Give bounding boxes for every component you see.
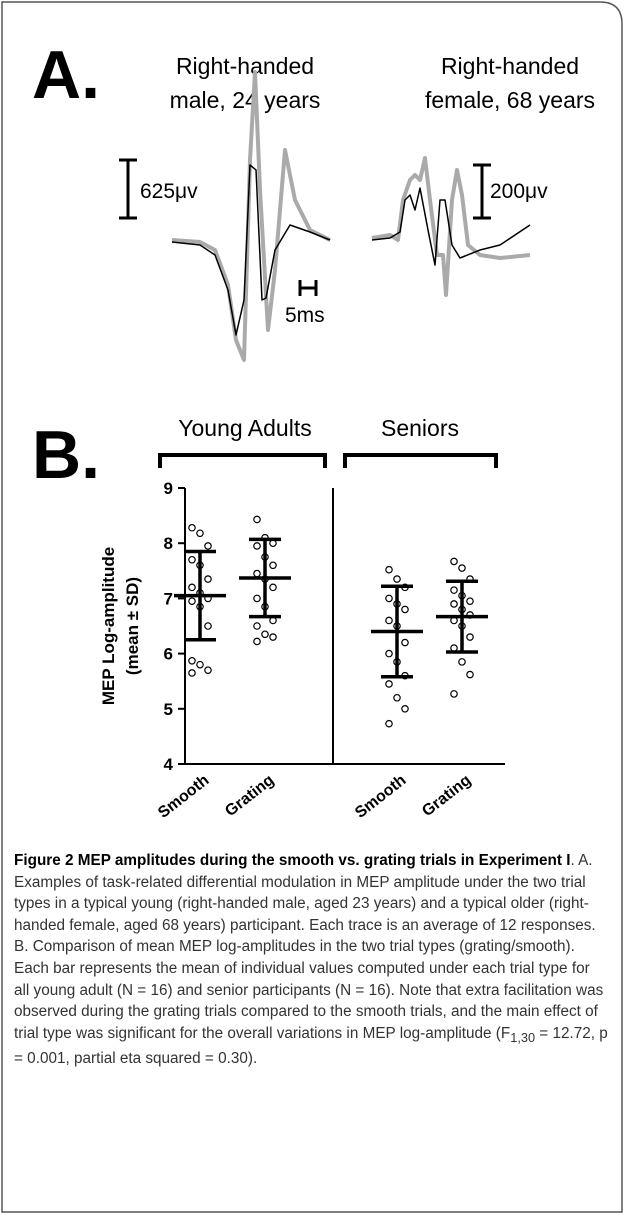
y-tick-label: 9 <box>164 479 173 498</box>
data-point <box>196 660 204 669</box>
data-point <box>450 600 458 608</box>
x-tick-label: Grating <box>222 772 277 820</box>
data-point <box>253 569 261 578</box>
data-point <box>253 637 261 646</box>
caption-text: . A. Examples of task-related differenti… <box>14 852 604 1042</box>
data-point <box>385 649 393 658</box>
trace-title: male, 24 years <box>170 87 321 113</box>
data-point <box>466 597 474 605</box>
data-point <box>458 564 466 572</box>
scale-label: 200μv <box>490 180 548 203</box>
data-point <box>393 693 401 702</box>
data-point <box>188 669 196 677</box>
data-point <box>450 557 458 566</box>
data-point <box>253 542 261 550</box>
data-point <box>401 704 409 713</box>
y-tick-label: 5 <box>164 700 173 719</box>
panel-label: B. <box>32 417 100 493</box>
trace-title: Right-handed <box>176 53 314 79</box>
panel-label: A. <box>32 37 100 113</box>
caption-text: = 12.72, p = 0.001, partial eta squared … <box>14 1024 608 1068</box>
scale-bars <box>119 158 491 296</box>
data-point <box>458 658 466 666</box>
data-point <box>269 583 277 592</box>
data-point <box>188 555 196 564</box>
data-point <box>385 565 393 574</box>
x-tick-label: Smooth <box>352 772 409 822</box>
group-label: Seniors <box>381 415 459 441</box>
data-point <box>188 656 196 665</box>
trace-title: Right-handed <box>441 53 579 79</box>
data-point <box>269 633 277 641</box>
group-bracket <box>158 453 498 468</box>
data-point <box>204 622 212 630</box>
data-point <box>188 523 196 532</box>
data-point <box>385 680 393 688</box>
data-point <box>204 666 212 674</box>
x-tick-label: Smooth <box>155 772 212 822</box>
caption-title: Figure 2 MEP amplitudes during the smoot… <box>14 852 571 869</box>
y-tick-label: 7 <box>164 589 173 608</box>
y-tick-label: 4 <box>164 755 174 774</box>
data-point <box>450 690 458 698</box>
data-point <box>196 529 204 538</box>
data-point <box>253 594 261 603</box>
data-point <box>385 594 393 603</box>
data-point <box>450 586 458 594</box>
data-point <box>269 561 277 570</box>
x-tick-label: Grating <box>419 772 474 820</box>
data-point <box>385 616 393 625</box>
data-point <box>188 583 196 592</box>
group-label: Young Adults <box>178 415 311 441</box>
caption: Figure 2 MEP amplitudes during the smoot… <box>14 850 608 1070</box>
data-point <box>401 605 409 614</box>
y-label: MEP Log-amplitude <box>99 547 118 705</box>
trace-title: female, 68 years <box>425 87 595 113</box>
caption-sub: 1,30 <box>510 1029 536 1045</box>
data-point <box>261 630 269 639</box>
y-label: (mean ± SD) <box>123 577 142 675</box>
traces <box>171 70 531 362</box>
scale-label: 5ms <box>285 304 325 327</box>
data-point <box>466 633 474 641</box>
scale-label: 625μv <box>140 180 198 203</box>
y-tick-label: 8 <box>164 534 173 553</box>
data-point <box>204 542 212 550</box>
data-point <box>401 638 409 647</box>
data-point <box>188 597 196 605</box>
y-tick-label: 6 <box>164 645 173 664</box>
data-point <box>204 575 212 583</box>
data-point <box>393 575 401 583</box>
data-point <box>253 622 261 630</box>
data-point <box>385 719 393 728</box>
data-point <box>466 670 474 679</box>
data-point <box>253 515 261 524</box>
